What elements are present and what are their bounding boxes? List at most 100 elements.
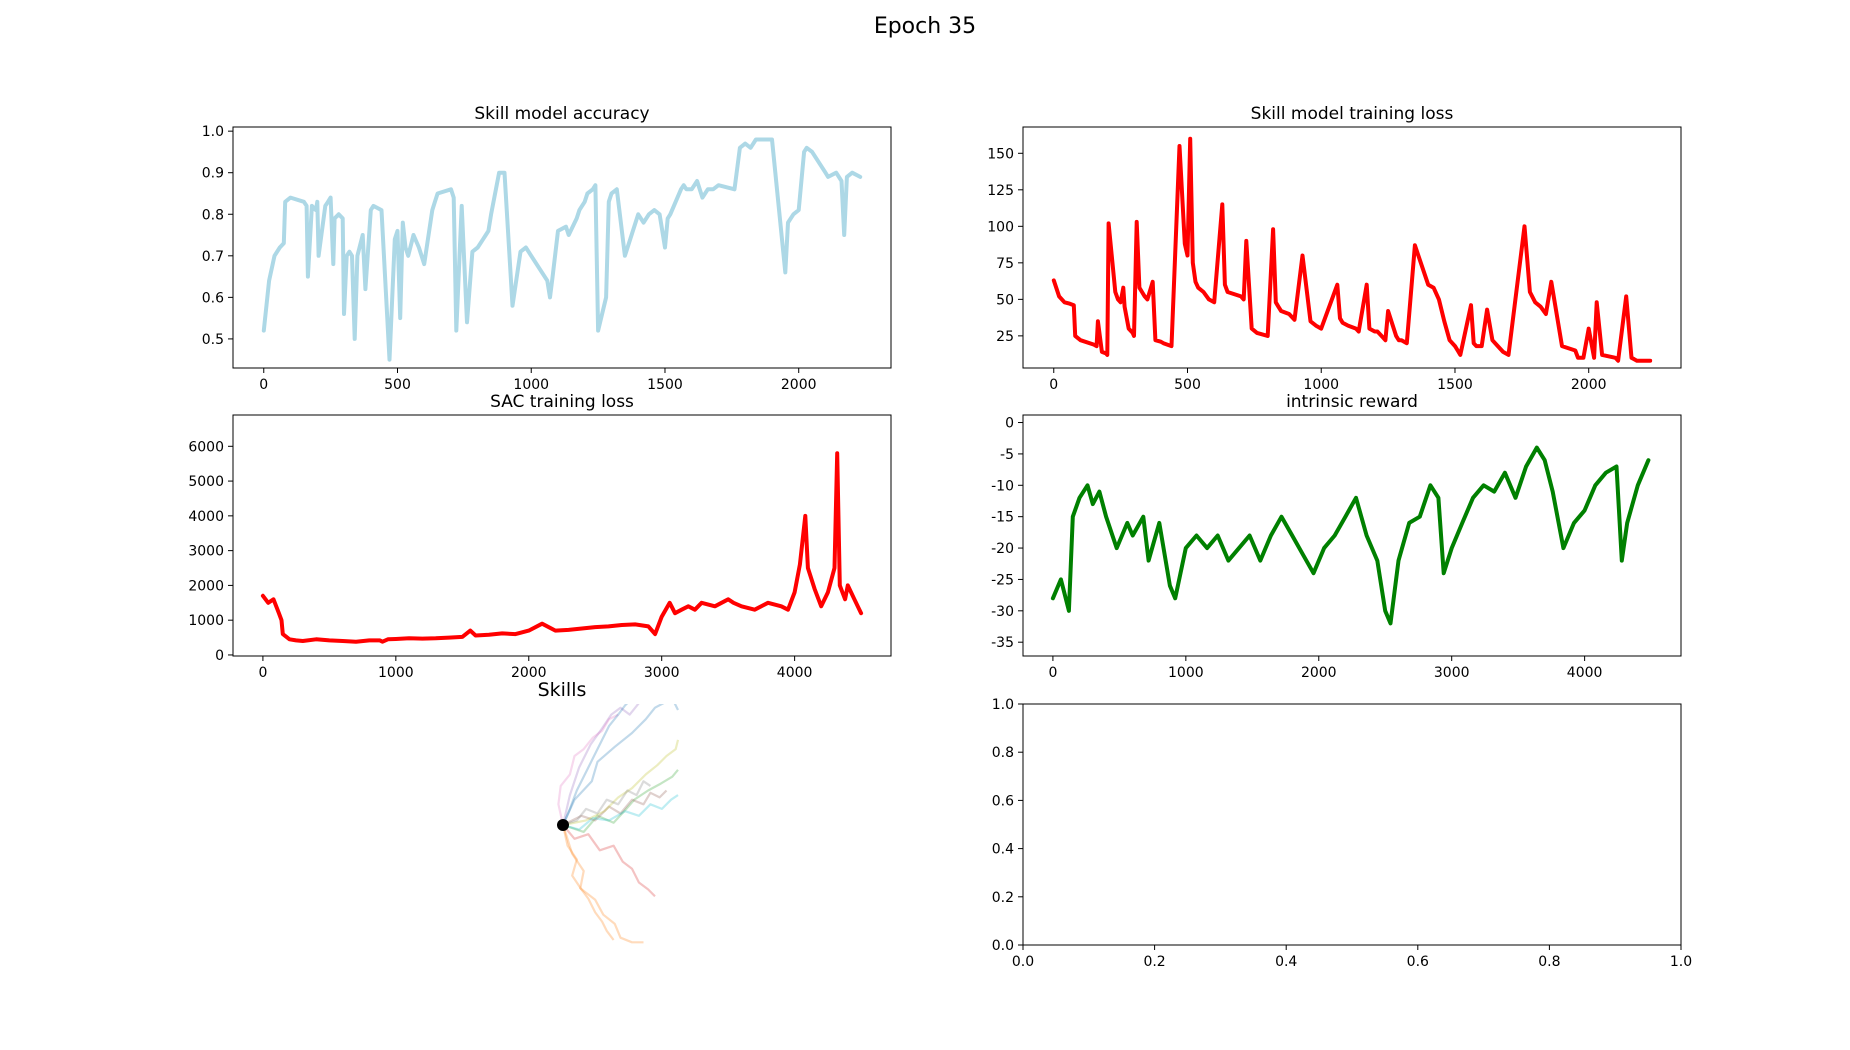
loss-data-point (1170, 345, 1173, 347)
sac-data-point (853, 598, 856, 601)
acc-data-point (423, 263, 426, 265)
reward-data-point (1216, 534, 1219, 537)
acc-data-point (511, 304, 514, 307)
sac-data-point (700, 602, 703, 604)
reward-data-point (1365, 534, 1368, 537)
loss-data-point (1641, 359, 1643, 362)
loss-data-point (1105, 352, 1107, 355)
acc-data-point (364, 288, 367, 290)
skill-trajectory-8 (562, 794, 679, 831)
sac-axes-frame (232, 414, 892, 657)
sac-data-point (680, 608, 683, 611)
acc-data-point (749, 147, 752, 149)
acc-data-point (396, 230, 399, 232)
loss-data-point (1448, 339, 1451, 342)
sac-data-point (328, 639, 331, 642)
empty-x-tick-label: 0.2 (1143, 954, 1165, 970)
reward-data-point (1270, 534, 1272, 537)
loss-data-point (1154, 339, 1157, 342)
reward-axes-frame (1022, 414, 1682, 657)
acc-data-point (642, 221, 645, 224)
loss-data-point (1486, 308, 1488, 311)
loss-data-point (1272, 228, 1274, 230)
reward-x-tick-label: 2000 (1301, 665, 1337, 681)
acc-data-point (307, 275, 309, 278)
loss-data-point (1320, 327, 1322, 330)
loss-data-point (1427, 283, 1429, 286)
acc-data-point (455, 329, 458, 332)
loss-data-point (1058, 295, 1060, 298)
loss-data-point (1186, 254, 1189, 257)
reward-y-tick-label: -10 (991, 478, 1014, 494)
acc-data-point (525, 246, 527, 249)
sac-data-point (727, 598, 729, 601)
loss-data-point (1138, 286, 1141, 289)
acc-data-point (412, 234, 415, 236)
loss-y-tick-label: 75 (996, 256, 1014, 272)
loss-data-point (1595, 301, 1598, 304)
reward-x-tick-label: 0 (1048, 665, 1057, 681)
sac-data-point (302, 640, 304, 642)
loss-data-point (1288, 313, 1290, 315)
sac-data-point (833, 567, 836, 569)
loss-data-point (1194, 281, 1197, 283)
loss-data-point (1625, 295, 1627, 298)
loss-data-point (1368, 327, 1371, 330)
loss-data-point (1280, 310, 1282, 312)
sac-panel-title: SAC training loss (490, 392, 634, 412)
sac-y-tick-label: 1000 (188, 613, 224, 629)
loss-data-point (1143, 295, 1146, 298)
sac-data-point (753, 608, 756, 611)
loss-data-point (1224, 283, 1226, 286)
acc-data-point (530, 255, 532, 257)
acc-data-point (712, 188, 714, 191)
loss-data-point (1117, 298, 1119, 301)
loss-data-point (1151, 281, 1154, 283)
acc-data-point (546, 279, 549, 282)
sac-data-point (820, 605, 822, 608)
loss-data-point (1097, 320, 1099, 323)
acc-data-point (332, 263, 335, 265)
sac-data-point (514, 633, 517, 635)
reward-data-point (1147, 559, 1150, 562)
acc-data-point (797, 209, 800, 211)
loss-data-point (1454, 345, 1456, 347)
sac-data-point (295, 639, 297, 642)
acc-data-point (283, 242, 285, 245)
loss-data-point (1491, 339, 1494, 342)
acc-y-tick-label: 0.7 (202, 249, 224, 265)
skill-trajectory-6 (557, 713, 619, 826)
empty-y-tick-label: 0.2 (992, 890, 1014, 906)
reward-data-point (1072, 515, 1074, 518)
reward-data-point (1179, 572, 1182, 574)
loss-data-point (1406, 342, 1408, 345)
loss-data-point (1261, 333, 1264, 336)
acc-data-point (755, 138, 757, 141)
sac-data-point (634, 623, 636, 626)
sac-data-point (787, 608, 789, 611)
loss-data-point (1221, 203, 1224, 206)
reward-data-point (1419, 515, 1421, 518)
skills-panel: Skills (538, 679, 680, 944)
acc-data-point (404, 246, 407, 249)
loss-data-point (1507, 354, 1510, 356)
sac-data-point (844, 598, 846, 601)
sac-data-point (674, 612, 676, 614)
reward-data-point (1536, 446, 1538, 449)
acc-data-point (482, 238, 484, 240)
acc-data-point (616, 188, 618, 191)
reward-data-point (1408, 522, 1410, 524)
loss-data-point (1133, 335, 1135, 337)
skill-trajectory-7 (562, 739, 680, 827)
loss-data-point (1539, 305, 1542, 308)
acc-x-tick-label: 2000 (781, 377, 817, 393)
loss-data-point (1197, 286, 1199, 289)
sac-data-point (488, 634, 490, 636)
sac-data-point (581, 627, 583, 630)
reward-data-point (1543, 459, 1546, 462)
loss-data-point (1502, 351, 1504, 353)
loss-data-point (1184, 243, 1186, 245)
reward-panel-title: intrinsic reward (1286, 392, 1418, 412)
loss-data-point (1192, 262, 1194, 264)
acc-y-tick-label: 1.0 (202, 124, 224, 140)
